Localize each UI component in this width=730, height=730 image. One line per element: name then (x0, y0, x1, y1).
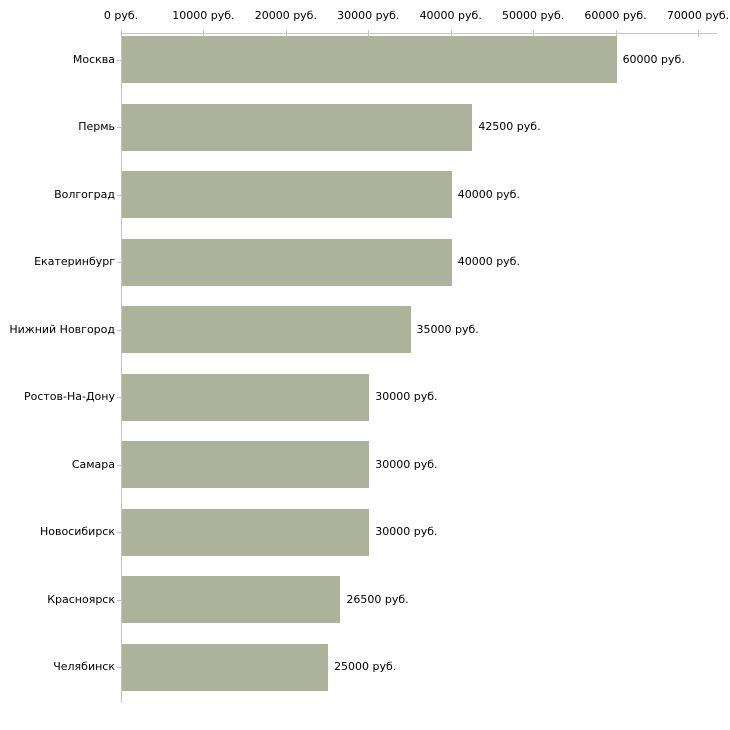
y-axis-tick (117, 464, 121, 466)
x-axis-line (121, 33, 717, 34)
x-axis-tick-label: 10000 руб. (172, 9, 235, 22)
bar-3[interactable] (122, 171, 452, 218)
y-axis-tick (117, 329, 121, 331)
y-axis-tick (117, 127, 121, 128)
value-label: 42500 руб. (478, 120, 541, 133)
bar-10[interactable] (122, 643, 329, 691)
x-axis-tick-label: 50000 руб. (502, 9, 565, 22)
x-axis-tick-label: 70000 руб. (666, 9, 730, 22)
x-axis-tick (533, 30, 535, 37)
category-label: Красноярск (47, 592, 115, 606)
y-axis-tick (117, 262, 121, 263)
value-label: 26500 руб. (346, 592, 409, 606)
category-label: Волгоград (54, 187, 115, 201)
bar-5[interactable] (122, 306, 411, 353)
category-label: Нижний Новгород (9, 322, 115, 336)
value-label: 30000 руб. (375, 525, 438, 538)
y-axis-tick (117, 397, 121, 398)
x-axis-tick-label: 0 руб. (103, 9, 139, 22)
x-axis-tick (121, 30, 122, 37)
bar-6[interactable] (122, 373, 370, 421)
x-axis-tick (285, 30, 287, 37)
x-axis-tick (450, 30, 452, 37)
y-axis-tick (117, 599, 121, 601)
category-label: Самара (71, 457, 115, 471)
y-axis-line (121, 33, 122, 703)
category-label: Челябинск (53, 660, 115, 673)
x-axis-tick-label: 30000 руб. (337, 9, 400, 22)
y-axis-tick (117, 59, 121, 61)
bar-4[interactable] (122, 238, 452, 286)
bar-1[interactable] (122, 36, 617, 83)
category-label: Ростов-На-Дону (23, 390, 115, 403)
category-label: Москва (72, 52, 115, 66)
value-label: 40000 руб. (457, 187, 520, 201)
value-label: 35000 руб. (416, 322, 479, 336)
x-axis-tick-label: 60000 руб. (584, 9, 647, 22)
x-axis-tick (698, 30, 699, 37)
plot-area: 0 руб. 10000 руб. 20000 руб. 30000 руб. 4000… (9, 9, 729, 703)
value-label: 40000 руб. (457, 255, 520, 268)
x-axis-tick-label: 40000 руб. (419, 9, 482, 22)
bar-9[interactable] (122, 576, 341, 623)
value-label: 60000 руб. (622, 52, 685, 66)
y-axis-tick (117, 194, 121, 196)
bar-8[interactable] (122, 508, 370, 556)
x-axis-tick-label: 20000 руб. (254, 9, 317, 22)
value-label: 30000 руб. (375, 390, 438, 403)
x-axis-tick (368, 30, 370, 37)
bar-7[interactable] (122, 441, 370, 488)
category-label: Екатеринбург (34, 255, 115, 268)
value-label: 25000 руб. (334, 660, 397, 673)
y-axis-tick (117, 532, 121, 533)
category-label: Новосибирск (39, 525, 115, 538)
category-label: Пермь (78, 120, 115, 133)
bar-2[interactable] (122, 103, 473, 151)
x-axis-tick (203, 30, 205, 37)
y-axis-tick (117, 667, 121, 668)
value-label: 30000 руб. (375, 457, 438, 471)
x-axis-tick (615, 30, 617, 37)
